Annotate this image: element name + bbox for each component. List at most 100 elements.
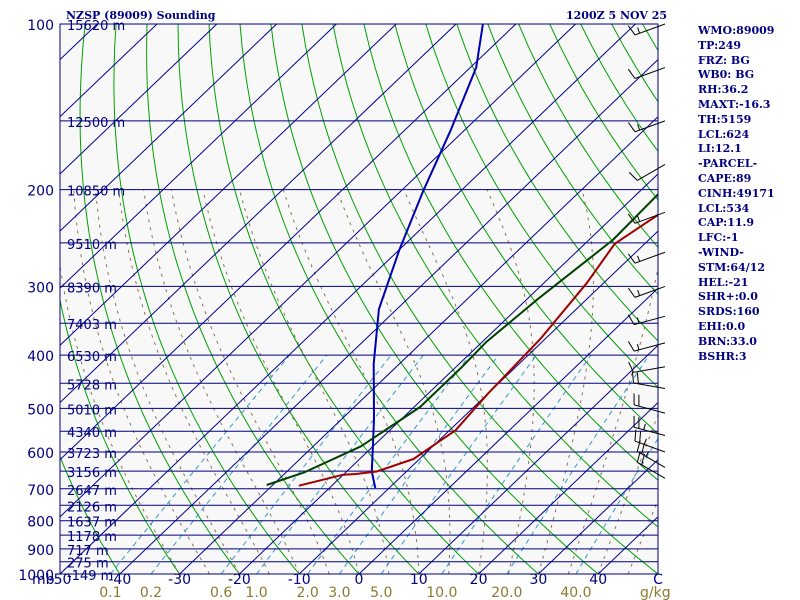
isotherm-line [538, 458, 658, 574]
moist-adiabat-line [73, 189, 210, 574]
parcel-path-line [370, 24, 484, 489]
wind-barb [633, 415, 666, 436]
wind-barb [627, 211, 666, 224]
mixing-ratio-tick-label: 2.0 [297, 585, 319, 600]
height-label: 5728 m [67, 378, 117, 393]
wind-barb [627, 341, 666, 352]
wind-barb [636, 451, 666, 479]
temperature-tick-label: 30 [529, 572, 547, 588]
height-label: -149 m [67, 569, 113, 584]
index-line: FRZ: BG [698, 53, 750, 67]
index-line: -WIND- [698, 245, 744, 259]
height-label: 2647 m [67, 484, 117, 499]
isotherm-line [298, 230, 658, 574]
pressure-tick-label: 300 [27, 280, 54, 296]
height-label: 9510 m [67, 238, 117, 253]
wind-barb [627, 120, 666, 133]
pressure-tick-label: 200 [27, 184, 54, 200]
index-line: SHR+:0.0 [698, 290, 758, 304]
mixing-ratio-tick-label: 40.0 [560, 585, 591, 600]
height-label: 3723 m [67, 447, 117, 462]
index-line: LCL:534 [698, 201, 750, 215]
isotherm-line [119, 58, 658, 574]
height-label: 3156 m [67, 466, 117, 481]
temperature-trace [298, 213, 658, 487]
pressure-tick-label: 600 [27, 446, 54, 462]
temperature-tick-label: -10 [288, 572, 311, 588]
height-label: 1637 m [67, 516, 117, 531]
mixing-ratio-tick-label: 20.0 [491, 585, 522, 600]
height-label: 4340 m [67, 426, 117, 441]
height-label: 6530 m [67, 350, 117, 365]
isotherm-line [60, 24, 337, 289]
wind-barb [628, 361, 666, 373]
height-label: 2126 m [67, 500, 117, 515]
sounding-datetime: 1200Z 5 NOV 25 [566, 9, 668, 22]
isotherm-line [60, 24, 636, 574]
indices-panel: WMO:89009 TP:249 FRZ: BG WB0: BG RH:36.2 MAXT… [698, 24, 798, 364]
index-line: EHI:0.0 [698, 319, 746, 333]
dewpoint-trace [266, 192, 658, 486]
plot-area [60, 24, 658, 574]
wind-barb [636, 440, 666, 468]
height-label: 717 m [67, 544, 109, 559]
isotherm-line [60, 24, 277, 232]
height-label: 5010 m [67, 403, 117, 418]
wind-barb [627, 251, 666, 264]
temperature-line [298, 213, 658, 487]
index-line: RH:36.2 [698, 83, 749, 97]
mixing-ratio-tick-label: 3.0 [328, 585, 350, 600]
pressure-tick-label: 1000 [18, 568, 54, 584]
index-line: LFC:-1 [698, 231, 739, 245]
temperature-tick-label: -40 [108, 572, 131, 588]
index-line: TP:249 [698, 38, 742, 52]
index-line: -PARCEL- [698, 157, 758, 171]
pressure-labels: 100 200 300 400 500 600 700 800 900 1000 [18, 18, 54, 584]
wind-barb [627, 285, 666, 298]
wind-barb [627, 67, 666, 79]
temperature-tick-label: -30 [168, 572, 191, 588]
temperature-tick-label: 20 [470, 572, 488, 588]
index-line: CAPE:89 [698, 171, 752, 185]
temperature-tick-label: -50 [49, 572, 72, 588]
wind-barbs [627, 23, 666, 479]
mixing-ratio-unit-label: g/kg [640, 585, 671, 600]
isotherm-line [60, 24, 397, 347]
temperature-tick-label: C [653, 572, 663, 588]
height-label: 7403 m [67, 318, 117, 333]
mixing-ratio-tick-label: 10.0 [426, 585, 457, 600]
index-line: TH:5159 [698, 112, 752, 126]
moist-adiabat-line [94, 189, 240, 574]
isotherm-line [478, 401, 658, 574]
index-line: WB0: BG [698, 68, 755, 82]
isotherm-line [60, 24, 457, 404]
mixing-ratio-tick-label: 0.6 [210, 585, 232, 600]
dewpoint-line [266, 192, 658, 486]
mixing-ratio-tick-label: 1.0 [245, 585, 267, 600]
temperature-tick-label: 0 [355, 572, 364, 588]
moist-adiabat-line [170, 189, 330, 574]
pressure-tick-label: 400 [27, 349, 54, 365]
temperature-tick-label: 10 [410, 572, 428, 588]
index-line: BSHR:3 [698, 349, 747, 363]
moist-adiabat-line [239, 189, 390, 574]
pressure-tick-label: 500 [27, 402, 54, 418]
height-label: 1178 m [67, 530, 117, 545]
pressure-tick-label: 700 [27, 483, 54, 499]
isotherm-line [60, 24, 517, 461]
height-label: 275 m [67, 557, 109, 572]
isotherm-line [418, 344, 658, 574]
parcel-trace [370, 24, 484, 489]
wind-barb [627, 23, 666, 36]
height-label: 15620 m [67, 19, 125, 34]
mixing-ratio-tick-label: 5.0 [370, 585, 392, 600]
index-line: LCL:624 [698, 127, 750, 141]
pressure-tick-label: 900 [27, 543, 54, 559]
pressure-tick-label: 800 [27, 515, 54, 531]
temperature-tick-label: 40 [589, 572, 607, 588]
pressure-tick-label: 100 [27, 18, 54, 34]
isotherm-line [239, 173, 658, 574]
isotherms [60, 24, 658, 574]
wind-barb [633, 393, 666, 414]
